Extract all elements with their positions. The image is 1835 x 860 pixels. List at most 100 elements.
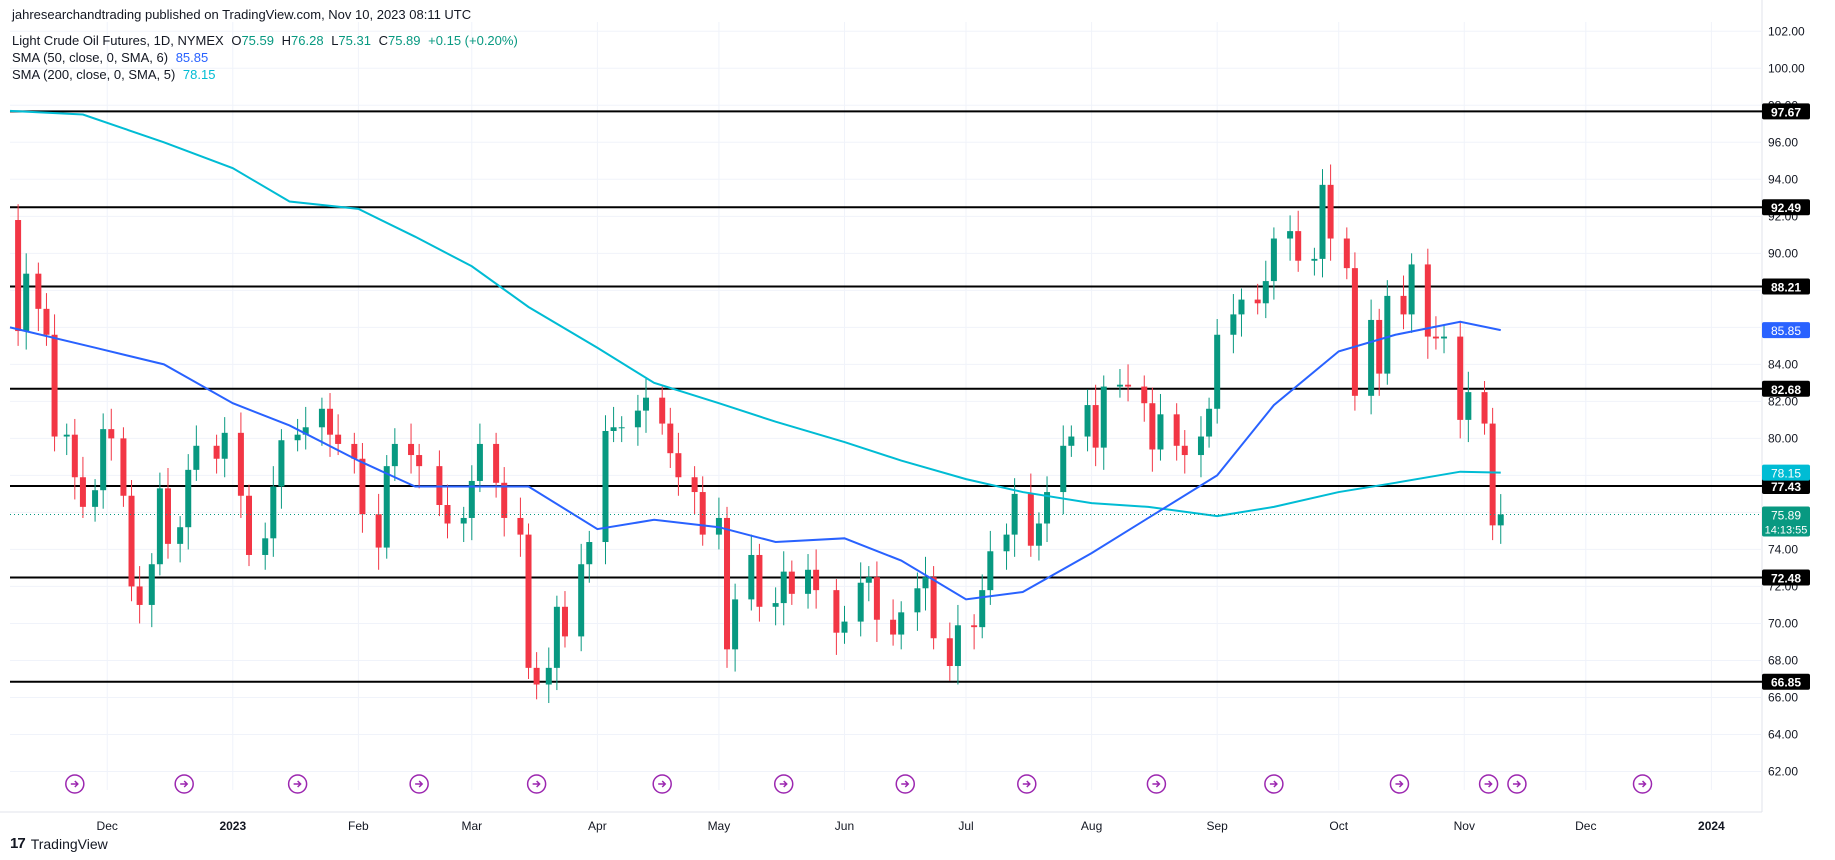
candle-body xyxy=(898,612,905,635)
event-marker-icon[interactable] xyxy=(1507,774,1527,794)
candle-body xyxy=(971,625,978,628)
candle-body xyxy=(501,482,508,518)
event-marker-arrow xyxy=(779,780,788,788)
candle-body xyxy=(128,495,135,587)
candle-body xyxy=(691,477,698,493)
sma50-label[interactable]: SMA (50, close, 0, SMA, 6) xyxy=(12,50,169,65)
candle-body xyxy=(270,486,277,539)
candle-body xyxy=(237,432,244,496)
y-tick-label: 74.00 xyxy=(1768,542,1798,556)
event-marker-arrow xyxy=(70,780,79,788)
candle-body xyxy=(1044,492,1051,524)
candle-body xyxy=(756,554,763,607)
level-price-tag-text: 88.21 xyxy=(1771,280,1801,294)
event-marker-icon[interactable] xyxy=(65,774,85,794)
candle-body xyxy=(618,427,625,429)
y-tick-label: 66.00 xyxy=(1768,690,1798,704)
candle-body xyxy=(318,408,325,428)
candle-body xyxy=(659,397,666,424)
candle-body xyxy=(1400,295,1407,315)
candle-body xyxy=(71,434,78,478)
candle-body xyxy=(1489,423,1496,526)
event-marker-icon[interactable] xyxy=(287,774,308,794)
low-value: 75.31 xyxy=(338,33,371,48)
y-tick-label: 96.00 xyxy=(1768,135,1798,149)
candle-body xyxy=(460,517,467,524)
event-marker-icon[interactable] xyxy=(174,774,194,794)
event-marker-icon[interactable] xyxy=(1146,774,1167,794)
level-price-tag xyxy=(1762,278,1810,295)
candle-body xyxy=(561,606,568,637)
candle-body xyxy=(1084,405,1091,437)
candle-body xyxy=(1262,281,1269,304)
candle-body xyxy=(772,603,779,607)
symbol-title[interactable]: Light Crude Oil Futures, 1D, NYMEX xyxy=(12,33,224,48)
candle-body xyxy=(43,308,50,335)
sma200-price-tag xyxy=(1762,464,1810,481)
candle-body xyxy=(164,488,171,544)
sma200-price-tag-text: 78.15 xyxy=(1771,467,1801,481)
legend-symbol-row[interactable]: Light Crude Oil Futures, 1D, NYMEX O75.5… xyxy=(12,33,518,49)
candle-body xyxy=(1424,264,1431,337)
candle-body xyxy=(1376,319,1383,374)
legend-sma50-row[interactable]: SMA (50, close, 0, SMA, 6) 85.85 xyxy=(12,50,208,66)
level-price-tag xyxy=(1762,673,1810,690)
level-price-tag xyxy=(1762,103,1810,120)
candle-body xyxy=(1068,436,1075,446)
candle-body xyxy=(468,480,475,518)
candle-body xyxy=(1432,336,1439,339)
candle-body xyxy=(120,438,127,496)
y-tick-label: 90.00 xyxy=(1768,246,1798,260)
open-value: 75.59 xyxy=(241,33,274,48)
event-marker-icon[interactable] xyxy=(1478,774,1499,794)
candle-body xyxy=(35,273,42,309)
event-marker-icon[interactable] xyxy=(1632,774,1653,794)
tradingview-brand[interactable]: 17 TradingView xyxy=(10,835,108,852)
candle-body xyxy=(1060,445,1067,493)
event-marker-arrow xyxy=(658,780,667,788)
event-marker-icon[interactable] xyxy=(1017,774,1037,794)
legend-sma200-row[interactable]: SMA (200, close, 0, SMA, 5) 78.15 xyxy=(12,67,215,83)
event-marker-arrow xyxy=(415,780,424,788)
y-tick-label: 80.00 xyxy=(1768,431,1798,445)
candle-body xyxy=(79,477,86,507)
candle-body xyxy=(732,599,739,650)
x-tick-label: Sep xyxy=(1206,819,1228,833)
event-marker-icon[interactable] xyxy=(652,774,672,794)
event-marker-icon[interactable] xyxy=(773,774,794,794)
y-tick-label: 64.00 xyxy=(1768,727,1798,741)
candle-body xyxy=(177,527,184,544)
candle-body xyxy=(602,430,609,543)
x-tick-label: Mar xyxy=(461,819,482,833)
x-tick-label: 2024 xyxy=(1698,819,1725,833)
candle-body xyxy=(1295,231,1302,261)
y-tick-label: 94.00 xyxy=(1768,172,1798,186)
candle-body xyxy=(578,564,585,637)
candle-body xyxy=(1157,414,1164,450)
event-marker-icon[interactable] xyxy=(409,774,429,794)
candle-body xyxy=(642,397,649,411)
candle-body xyxy=(1351,268,1358,396)
candle-body xyxy=(533,667,540,685)
candle-body xyxy=(1270,238,1277,282)
event-marker-icon[interactable] xyxy=(1264,774,1284,794)
change-value: +0.15 (+0.20%) xyxy=(428,33,518,48)
event-marker-arrow xyxy=(1395,780,1404,788)
x-tick-label: Aug xyxy=(1081,819,1102,833)
candle-body xyxy=(1100,386,1107,448)
candle-body xyxy=(675,453,682,478)
candle-body xyxy=(914,588,921,613)
candle-body xyxy=(1311,258,1318,261)
event-marker-arrow xyxy=(1484,780,1493,788)
candle-body xyxy=(213,445,220,459)
candle-body xyxy=(724,517,731,650)
level-price-tag-text: 66.85 xyxy=(1771,676,1801,690)
candle-body xyxy=(444,505,451,524)
sma200-label[interactable]: SMA (200, close, 0, SMA, 5) xyxy=(12,67,176,82)
candle-body xyxy=(930,577,937,639)
event-marker-icon[interactable] xyxy=(895,774,916,794)
x-tick-label: Feb xyxy=(348,819,369,833)
event-marker-icon[interactable] xyxy=(1389,774,1410,794)
event-marker-icon[interactable] xyxy=(526,774,547,794)
